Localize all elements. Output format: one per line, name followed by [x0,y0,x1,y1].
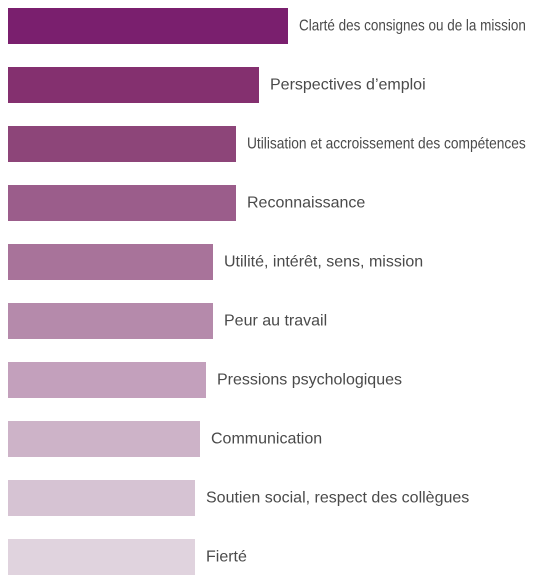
bar-7 [8,362,206,398]
bar-label-10: Fierté [206,549,247,566]
bar-1 [8,8,288,44]
bar-label-6: Peur au travail [224,313,327,330]
bar-label-8: Communication [211,431,322,448]
bar-3 [8,126,236,162]
bar-label-4: Reconnaissance [247,195,365,212]
bar-5 [8,244,213,280]
bar-label-3: Utilisation et accroissement des compéte… [247,135,526,152]
bar-label-5: Utilité, intérêt, sens, mission [224,254,423,271]
bar-label-1: Clarté des consignes ou de la mission [299,17,526,34]
bar-label-7: Pressions psychologiques [217,372,402,389]
bar-10 [8,539,195,575]
labels-group: Clarté des consignes ou de la mission Per… [206,17,526,565]
bar-label-9: Soutien social, respect des collègues [206,490,469,507]
bar-9 [8,480,195,516]
bar-8 [8,421,200,457]
bar-4 [8,185,236,221]
bars-group [8,8,288,575]
bar-6 [8,303,213,339]
bar-2 [8,67,259,103]
bar-label-2: Perspectives d’emploi [270,77,426,94]
